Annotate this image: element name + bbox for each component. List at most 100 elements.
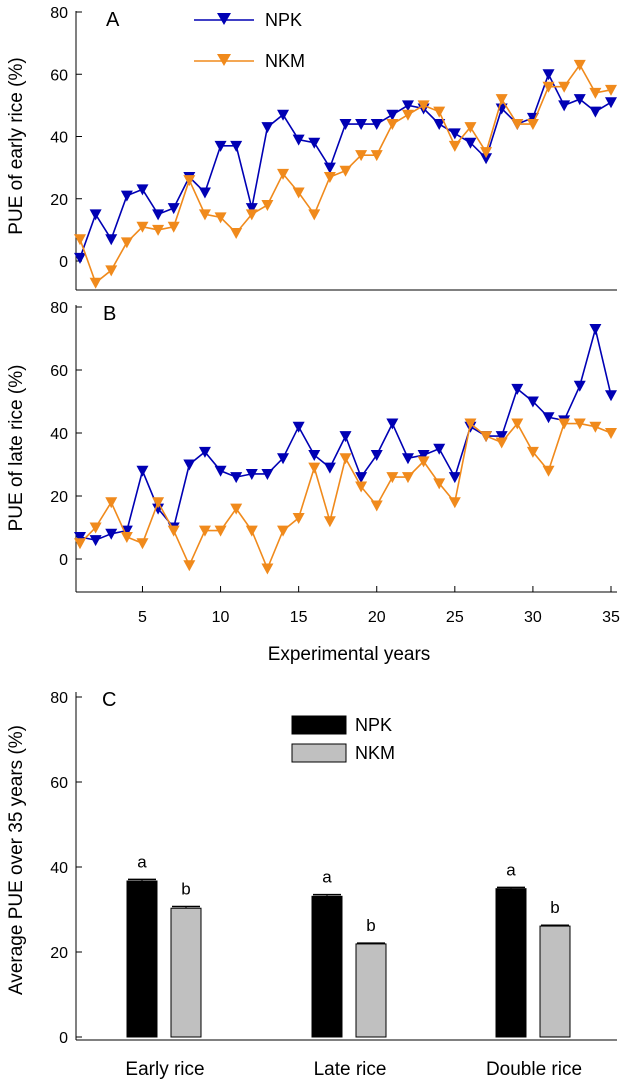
panel-c-nkm-significance-label: b [550, 898, 559, 917]
panel-a-npk-point [136, 184, 149, 196]
panel-a-y-tick-label: 80 [50, 5, 68, 22]
panel-a-nkm-point [464, 122, 477, 134]
panel-a-npk-point [370, 119, 383, 131]
panel-b-nkm-point [370, 500, 383, 512]
panel-b-nkm-point [542, 465, 555, 477]
legend-npk-swatch [291, 715, 347, 735]
panel-a-npk-point [261, 122, 274, 134]
panel-b-series [74, 324, 617, 575]
panel-a-npk-point [323, 162, 336, 174]
panel-b-nkm-point [198, 525, 211, 537]
panel-a-nkm-point [605, 84, 617, 96]
panel-a-nkm-point [526, 119, 539, 131]
panel-b-nkm-point [417, 456, 430, 468]
panel-b-npk-point [323, 462, 336, 474]
panel-b-npk-point [417, 450, 430, 462]
panel-b-nkm-point [261, 563, 274, 575]
panel-a-npk-point [308, 137, 321, 149]
panel-c-nkm-bar [539, 925, 571, 1038]
panel-b-nkm-point [308, 462, 321, 474]
panel-b-npk-point [261, 468, 274, 480]
panel-b-nkm-point [401, 472, 414, 484]
panel-a-nkm-point [495, 94, 508, 106]
panel-a-nkm-point [433, 106, 446, 118]
panel-b-x-tick-label: 5 [138, 609, 147, 626]
panel-c-bar-chart: Average PUE over 35 years (%) C 0 20 40 60 8… [6, 689, 617, 1080]
panel-c-y-tick-label: 0 [59, 1030, 68, 1047]
panel-a-nkm-point [277, 168, 290, 180]
panel-c-legend: NPK NKM [291, 715, 395, 763]
panel-b-npk-point [433, 443, 446, 455]
panel-b-nkm-point [120, 531, 133, 543]
panel-b-npk-point [198, 446, 211, 458]
panel-a-npk-point [401, 100, 414, 112]
panel-a-nkm-point [105, 265, 118, 277]
legend-npk-marker [217, 13, 231, 25]
panel-b-axes: 0 20 40 60 80 5 10 15 20 25 30 35 [50, 300, 620, 626]
panel-a-y-tick-label: 60 [50, 67, 68, 84]
panel-a-y-tick-label: 0 [59, 254, 68, 271]
panel-b-nkm-point [355, 481, 368, 493]
panel-b-y-tick-label: 0 [59, 552, 68, 569]
panel-a-npk-point [433, 119, 446, 131]
panel-a-nkm-point [386, 119, 399, 131]
panel-b-npk-point [183, 459, 196, 471]
panel-a-nkm-point [573, 59, 586, 71]
panel-a-npk-point [120, 190, 133, 202]
panel-a-nkm-point [89, 277, 102, 289]
panel-a-npk-point [74, 252, 86, 264]
panel-c-npk-bar [311, 895, 343, 1038]
panel-b-x-tick-label: 30 [524, 609, 542, 626]
panel-a-npk-point [89, 209, 102, 221]
panel-a-npk-point [573, 94, 586, 106]
panel-a-nkm-point [214, 212, 227, 224]
panel-a-axes: 0 20 40 60 80 [50, 5, 617, 291]
panel-b-nkm-point [558, 418, 571, 430]
panel-b-nkm-point [433, 478, 446, 490]
legend-npk-label: NPK [355, 715, 392, 735]
panel-c-nkm-bar [170, 907, 202, 1038]
panel-b-npk-point [339, 431, 352, 443]
panel-b-npk-point [386, 418, 399, 430]
panel-a-nkm-point [511, 119, 524, 131]
panel-b-npk-point [277, 453, 290, 465]
panel-b-npk-point [448, 472, 461, 484]
panel-c-ylabel: Average PUE over 35 years (%) [6, 725, 27, 995]
panel-b-nkm-point [277, 525, 290, 537]
panel-b-xlabel: Experimental years [268, 644, 431, 665]
panel-a-nkm-point [230, 227, 243, 239]
panel-b-npk-point [495, 431, 508, 443]
panel-b-nkm-point [214, 525, 227, 537]
panel-b-npk-point [136, 465, 149, 477]
panel-b-nkm-point [152, 497, 165, 509]
panel-b-npk-point [230, 472, 243, 484]
panel-b-y-tick-label: 60 [50, 363, 68, 380]
panel-b-nkm-point [339, 453, 352, 465]
panel-a-nkm-point [448, 140, 461, 152]
panel-a-npk-point [230, 140, 243, 152]
panel-a-nkm-point [120, 237, 133, 249]
panel-c-label: C [102, 689, 116, 711]
panel-b-nkm-point [89, 522, 102, 534]
panel-a-npk-point [542, 69, 555, 81]
panel-b-y-tick-label: 20 [50, 489, 68, 506]
panel-b-nkm-point [605, 428, 617, 439]
panel-b-x-tick-label: 20 [368, 609, 386, 626]
panel-b-x-tick-label: 10 [212, 609, 230, 626]
panel-b-nkm-line [79, 422, 612, 571]
panel-c-category-label: Early rice [125, 1059, 204, 1080]
legend-npk-label: NPK [265, 10, 302, 30]
panel-a-nkm-point [401, 109, 414, 121]
panel-a-nkm-point [339, 165, 352, 177]
panel-a-nkm-point [292, 187, 305, 199]
panel-c-npk-significance-label: a [322, 868, 332, 887]
panel-a-line-chart: PUE of early rice (%) A 0 20 40 60 80 NPK NK… [6, 5, 617, 291]
panel-b-nkm-point [323, 516, 336, 528]
panel-a-nkm-point [245, 209, 258, 221]
panel-a-npk-point [214, 140, 227, 152]
panel-a-nkm-point [261, 199, 274, 211]
panel-a-label: A [106, 9, 120, 31]
panel-a-npk-point [152, 209, 165, 221]
panel-b-line-chart: PUE of late rice (%) B 0 20 40 60 80 5 10 15 20 2… [6, 300, 620, 665]
